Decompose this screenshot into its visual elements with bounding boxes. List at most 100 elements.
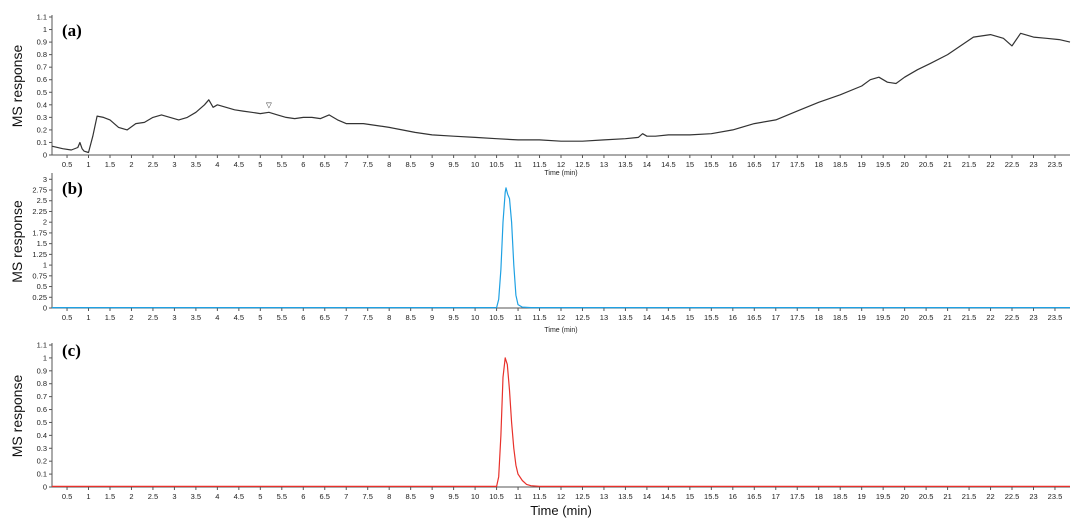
x-tick-label: 17: [772, 313, 780, 322]
x-tick-label: 5.5: [277, 313, 287, 322]
x-tick-label: 4: [215, 492, 219, 501]
y-axis-label: MS response: [9, 375, 25, 458]
series-line: [52, 187, 1070, 309]
y-tick-label: 2.25: [32, 207, 47, 216]
y-tick-label: 1: [43, 25, 47, 34]
y-tick-label: 1.1: [37, 341, 47, 350]
y-axis-label: MS response: [9, 45, 25, 128]
x-tick-label: 22.5: [1005, 492, 1020, 501]
y-tick-label: 0.5: [37, 418, 47, 427]
x-tick-label: 13.5: [618, 160, 633, 169]
x-tick-label: 11: [514, 492, 522, 501]
x-tick-label: 9.5: [448, 492, 458, 501]
y-tick-label: 0.1: [37, 138, 47, 147]
chart-panel-2: 00.250.50.7511.251.51.7522.252.52.7530.5…: [9, 173, 1070, 334]
x-tick-label: 13.5: [618, 313, 633, 322]
x-tick-label: 12: [557, 492, 565, 501]
y-tick-label: 0.2: [37, 457, 47, 466]
x-tick-label: 6.5: [320, 160, 330, 169]
y-tick-label: 1: [43, 353, 47, 362]
x-tick-label: 7: [344, 160, 348, 169]
x-tick-label: 22.5: [1005, 313, 1020, 322]
x-tick-label: 17: [772, 492, 780, 501]
x-tick-label: 9: [430, 492, 434, 501]
x-tick-label: 11: [514, 160, 522, 169]
x-tick-label: 19.5: [876, 492, 891, 501]
x-tick-label: 10.5: [489, 160, 504, 169]
x-tick-label: 19: [858, 160, 866, 169]
x-tick-label: 21: [943, 492, 951, 501]
y-tick-label: 0.5: [37, 88, 47, 97]
y-tick-label: 0.75: [32, 271, 47, 280]
x-tick-label: 10.5: [489, 492, 504, 501]
panel-label: (a): [62, 21, 82, 40]
y-tick-label: 0.8: [37, 379, 47, 388]
x-tick-label: 20: [900, 160, 908, 169]
y-tick-label: 1.25: [32, 250, 47, 259]
x-tick-label: 2: [129, 313, 133, 322]
x-tick-label: 23.5: [1048, 492, 1063, 501]
x-tick-label: 1.5: [105, 160, 115, 169]
x-tick-label: 4: [215, 160, 219, 169]
x-tick-label: 22: [986, 492, 994, 501]
x-tick-label: 23.5: [1048, 313, 1063, 322]
x-tick-label: 18: [815, 160, 823, 169]
x-tick-label: 2.5: [148, 492, 158, 501]
x-tick-label: 3.5: [191, 313, 201, 322]
x-tick-label: 12.5: [575, 313, 590, 322]
series-line: [52, 357, 1070, 487]
x-tick-label: 18: [815, 492, 823, 501]
y-tick-label: 0.6: [37, 75, 47, 84]
x-tick-label: 0.5: [62, 492, 72, 501]
x-tick-label: 17.5: [790, 313, 805, 322]
x-tick-label: 13: [600, 492, 608, 501]
chart-panel-3: 00.10.20.30.40.50.60.70.80.911.10.5 1 1.5 2…: [9, 341, 1070, 518]
x-tick-label: 18.5: [833, 313, 848, 322]
x-tick-label: 22: [986, 313, 994, 322]
y-tick-label: 0: [43, 304, 47, 313]
x-tick-label: 17.5: [790, 492, 805, 501]
x-tick-label: 8.5: [405, 160, 415, 169]
x-tick-label: 17.5: [790, 160, 805, 169]
x-tick-label: 15: [686, 160, 694, 169]
x-tick-label: 13: [600, 160, 608, 169]
y-tick-label: 0.3: [37, 113, 47, 122]
x-tick-label: 2.5: [148, 160, 158, 169]
x-tick-label: 21.5: [962, 313, 977, 322]
x-tick-label: 11.5: [532, 492, 546, 501]
x-tick-label: 14: [643, 492, 651, 501]
y-tick-label: 1.1: [37, 13, 47, 22]
x-axis-label: Time (min): [544, 170, 577, 177]
x-tick-label: 7.5: [362, 492, 372, 501]
x-tick-label: 22: [986, 160, 994, 169]
x-tick-label: 8: [387, 492, 391, 501]
x-tick-label: 6: [301, 160, 305, 169]
x-axis-label: Time (min): [544, 327, 577, 334]
y-tick-label: 0: [43, 483, 47, 492]
x-tick-label: 21.5: [962, 160, 977, 169]
x-tick-label: 3: [172, 313, 176, 322]
y-tick-label: 0.9: [37, 38, 47, 47]
y-axis-label: MS response: [9, 200, 25, 283]
x-tick-label: 12: [557, 160, 565, 169]
y-tick-label: 0: [43, 151, 47, 160]
x-tick-label: 8: [387, 313, 391, 322]
panel-label: (c): [62, 341, 81, 360]
x-tick-label: 1: [86, 160, 90, 169]
x-tick-label: 3.5: [191, 160, 201, 169]
x-tick-label: 7.5: [362, 313, 372, 322]
x-tick-label: 9.5: [448, 313, 458, 322]
x-tick-label: 12.5: [575, 492, 590, 501]
y-tick-label: 0.5: [37, 282, 47, 291]
x-tick-label: 4: [215, 313, 219, 322]
x-tick-label: 15: [686, 492, 694, 501]
panel-label: (b): [62, 179, 83, 198]
x-tick-label: 2.5: [148, 313, 158, 322]
x-tick-label: 4.5: [234, 313, 244, 322]
x-tick-label: 19.5: [876, 313, 891, 322]
y-tick-label: 0.1: [37, 470, 47, 479]
x-tick-label: 12: [557, 313, 565, 322]
x-tick-label: 23: [1029, 160, 1037, 169]
x-tick-label: 14.5: [661, 160, 676, 169]
